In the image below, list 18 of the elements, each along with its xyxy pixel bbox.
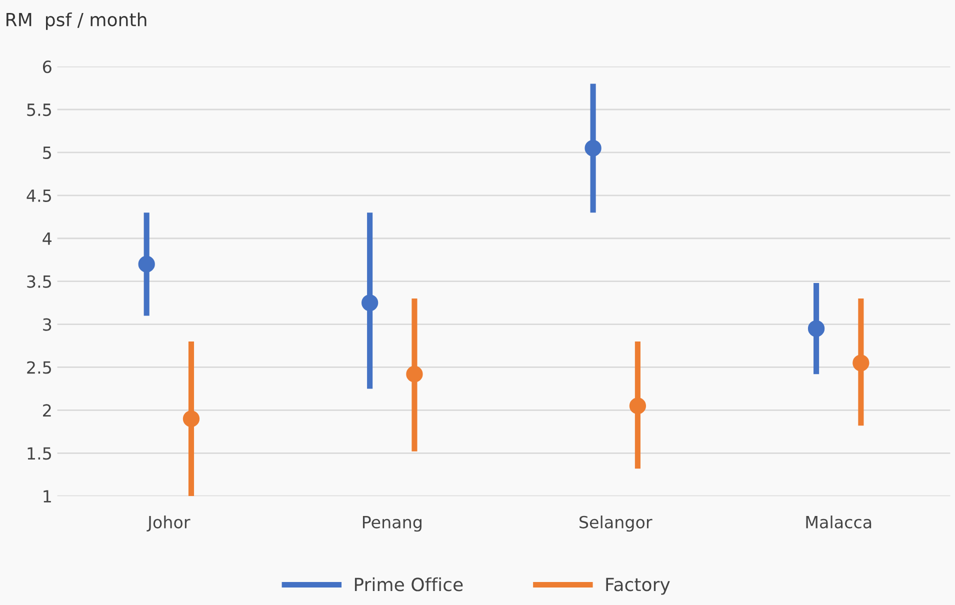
y-tick-label: 6: [43, 60, 52, 74]
y-tick-label: 5: [43, 146, 51, 160]
y-tick-label: 4.5: [26, 190, 51, 202]
y-tick-label: 5.5: [27, 104, 51, 116]
x-tick-label: Penang: [362, 516, 422, 532]
y-tick-label: 3.5: [27, 275, 51, 288]
legend-label: Factory: [606, 578, 670, 595]
y-tick-label: 2.5: [27, 361, 51, 374]
y-tick-label: 2: [43, 404, 51, 417]
y-tick-label: 1: [44, 490, 51, 502]
y-axis-title: RM psf / month: [6, 12, 146, 30]
y-tick-label: 3: [43, 318, 52, 331]
y-tick-label: 4: [42, 232, 52, 245]
x-tick-label: Malacca: [806, 516, 872, 528]
x-tick-label: Selangor: [580, 516, 652, 532]
x-tick-label: Johor: [146, 516, 190, 532]
legend-label: Prime Office: [354, 577, 463, 592]
y-tick-label: 1.5: [28, 447, 51, 460]
